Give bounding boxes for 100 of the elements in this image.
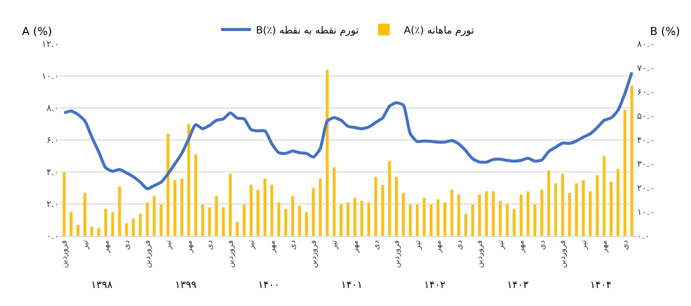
x-tick-label: مهر	[350, 240, 360, 254]
bar	[478, 194, 482, 236]
bar	[470, 204, 474, 236]
x-tick-label: فروردین	[392, 240, 402, 268]
bar	[394, 176, 398, 236]
bar	[595, 174, 600, 236]
bar	[560, 173, 564, 236]
x-tick-label: دی	[122, 240, 132, 250]
bar	[623, 109, 627, 236]
text: ۱۴۰۰	[258, 280, 280, 291]
y2-tick-label: ۱۰.۰	[637, 208, 654, 218]
x-tick-label: مهر	[434, 240, 443, 254]
x-tick-label: دی	[454, 240, 464, 250]
bar	[526, 190, 530, 236]
text: ۱۳۹۹	[175, 280, 196, 291]
bar	[408, 204, 412, 236]
x-tick-label: مهر	[267, 240, 276, 254]
text: ۱۴۰۳	[507, 280, 530, 291]
x-tick-label: مهر	[101, 240, 110, 254]
bar	[422, 197, 426, 236]
y2-tick-label: ۷۰.۰	[637, 64, 654, 74]
x-tick-label: تیر	[246, 240, 256, 250]
x-tick-label: تیر	[578, 240, 588, 250]
y2-tick-label: ۴۰.۰	[637, 136, 654, 146]
y-axis-title: A (%)	[22, 25, 52, 38]
x-tick-label: دی	[537, 240, 546, 250]
bar	[533, 204, 537, 236]
y-tick-label: ۸.۰	[46, 104, 59, 114]
x-tick-label: تیر	[80, 240, 90, 250]
y2-tick-label: ۸۰.۰	[637, 40, 654, 50]
x-tick-label: فروردین	[60, 240, 69, 268]
bar	[568, 192, 572, 236]
bar	[208, 206, 212, 236]
x-tick-label: تیر	[412, 240, 422, 250]
bar	[76, 224, 80, 236]
y2-axis-title: B (%)	[650, 25, 680, 38]
bar	[540, 189, 544, 236]
y2-tick-label: ۲۰.۰	[637, 184, 654, 194]
bar	[83, 192, 87, 236]
legend-label: A(٪) تورم ماهانه	[404, 25, 474, 36]
bar	[186, 124, 191, 236]
bar	[256, 189, 260, 236]
bar	[180, 178, 184, 236]
bar	[436, 198, 440, 236]
bar	[110, 212, 114, 236]
bar	[62, 172, 66, 236]
bar	[450, 189, 454, 236]
x-tick-label: تیر	[330, 240, 339, 250]
bar	[235, 221, 240, 236]
x-tick-label: دی	[205, 240, 214, 250]
bar	[366, 202, 371, 236]
x-tick-label: فروردین	[475, 240, 484, 268]
bar	[360, 200, 364, 236]
bar	[228, 173, 232, 236]
text: ۱۴۰۴	[590, 280, 612, 291]
x-tick-label: دی	[371, 240, 380, 250]
bar	[194, 154, 198, 236]
y-tick-label: ۱۲.۰	[42, 40, 59, 50]
bar	[429, 204, 433, 236]
bar	[124, 222, 128, 236]
x-tick-label: فروردین	[142, 240, 152, 268]
bar	[214, 196, 218, 236]
bar	[388, 160, 392, 236]
legend-label: B(٪) تورم نقطه به نقطه	[256, 25, 359, 36]
x-tick-label: دی	[288, 240, 298, 250]
bar	[152, 196, 156, 236]
y2-tick-label: ۶۰.۰	[637, 88, 654, 98]
x-tick-label: فروردین	[226, 240, 235, 268]
bar	[318, 178, 322, 236]
line-series	[62, 70, 634, 190]
x-tick-label: تیر	[164, 240, 173, 250]
bar	[546, 170, 551, 236]
y-tick-label: ۶.۰	[46, 136, 59, 146]
x-tick-label: تیر	[496, 240, 505, 250]
x-tick-label: دی	[620, 240, 630, 250]
bar	[263, 178, 267, 236]
bar	[132, 218, 136, 236]
bar	[304, 212, 308, 236]
y2-tick-label: ۳۰.۰	[637, 160, 654, 170]
y-tick-label: ۲.۰	[46, 200, 59, 210]
y-tick-label: ۴.۰	[46, 168, 59, 178]
bar	[200, 204, 204, 236]
bar	[90, 226, 94, 236]
bar	[339, 204, 343, 236]
x-tick-label: مهر	[600, 240, 609, 254]
bar	[602, 156, 606, 236]
bar	[443, 202, 447, 236]
bar	[284, 208, 288, 236]
x-tick-label: فروردین	[558, 240, 568, 268]
bar	[616, 168, 620, 236]
y2-tick-label: ۵۰.۰	[637, 112, 654, 122]
bar	[325, 69, 330, 236]
x-tick-label: مهر	[184, 240, 194, 254]
bar	[609, 181, 613, 236]
bar	[332, 166, 336, 236]
bar	[346, 202, 350, 236]
y-tick-label: ۰.۰	[46, 232, 59, 242]
x-tick-label: مهر	[516, 240, 526, 254]
bar	[519, 194, 523, 236]
x-tick-label: فروردین	[308, 240, 318, 268]
